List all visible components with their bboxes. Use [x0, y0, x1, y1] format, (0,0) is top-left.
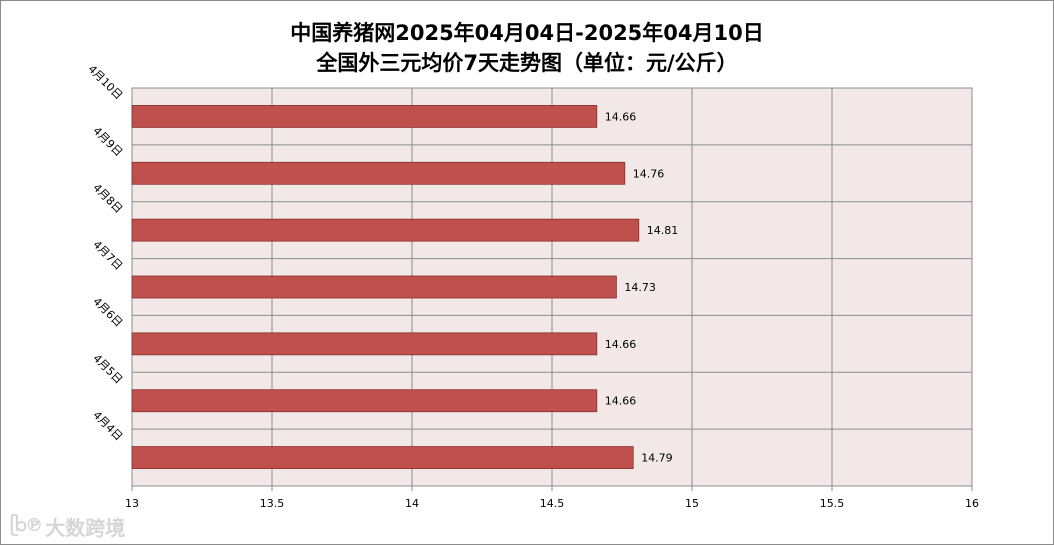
data-labels: 14.66 14.76 14.81 14.73 14.66 14.66 14.79: [605, 110, 679, 464]
bars: [131, 105, 640, 469]
grid-lines: [131, 88, 973, 486]
watermark-logo-icon: ᥫᩣ℗: [10, 514, 43, 536]
bar-value-label: 14.79: [641, 452, 673, 465]
chart-title: 中国养猪网2025年04月04日-2025年04月10日 全国外三元均价7天走势…: [0, 18, 1054, 78]
watermark: ᥫᩣ℗ 大数跨境: [10, 512, 125, 541]
y-category-label: 4月4日: [90, 409, 125, 444]
bar-value-label: 14.66: [605, 395, 637, 408]
bar-value-label: 14.73: [624, 281, 656, 294]
bar: [131, 105, 598, 128]
bar: [131, 275, 617, 299]
chart-title-line1: 中国养猪网2025年04月04日-2025年04月10日: [290, 21, 764, 45]
x-axis-ticks: 13 13.5 14 14.5 15 15.5 16: [125, 486, 979, 510]
x-tick-label: 14.5: [540, 497, 565, 510]
x-tick-label: 15.5: [820, 497, 845, 510]
y-axis-categories: 4月10日 4月9日 4月8日 4月7日 4月6日 4月5日 4月4日: [85, 63, 125, 444]
y-category-label: 4月7日: [90, 238, 125, 273]
bar: [131, 446, 634, 469]
bar: [131, 218, 640, 242]
watermark-text: 大数跨境: [45, 516, 126, 540]
x-tick-label: 16: [965, 497, 979, 510]
y-category-label: 4月9日: [90, 124, 125, 159]
chart-title-line2: 全国外三元均价7天走势图（单位：元/公斤）: [316, 51, 738, 75]
bar: [131, 332, 598, 356]
y-category-label: 4月5日: [90, 352, 125, 387]
x-tick-label: 14: [405, 497, 419, 510]
y-category-label: 4月6日: [90, 295, 125, 330]
x-tick-label: 15: [685, 497, 699, 510]
bar-value-label: 14.66: [605, 338, 637, 351]
bar-value-label: 14.81: [647, 224, 679, 237]
bar-value-label: 14.76: [633, 167, 665, 180]
x-tick-label: 13.5: [260, 497, 285, 510]
y-category-label: 4月10日: [85, 63, 125, 103]
bar: [131, 389, 598, 413]
bar: [131, 161, 626, 185]
bar-value-label: 14.66: [605, 110, 637, 123]
y-category-label: 4月8日: [90, 181, 125, 216]
x-tick-label: 13: [125, 497, 139, 510]
